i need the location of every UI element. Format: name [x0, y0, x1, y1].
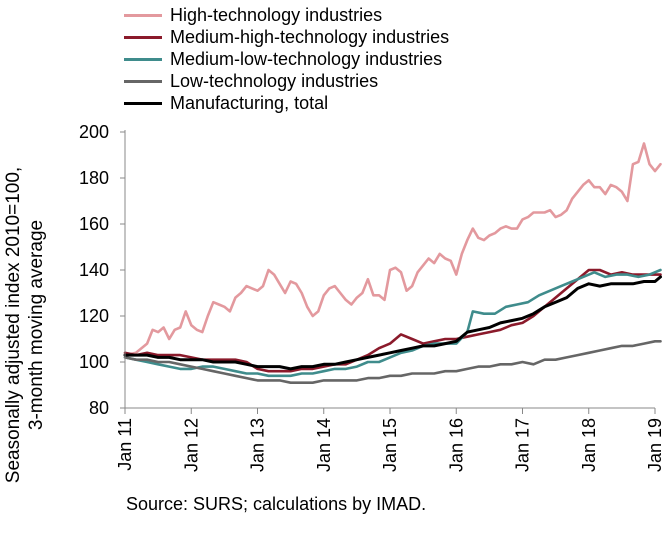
legend-item: Medium-high-technology industries — [124, 26, 449, 48]
x-tick-label: Jan 12 — [181, 418, 201, 472]
y-axis-label-line2: 3-month moving average — [26, 219, 47, 431]
x-tick-label: Jan 19 — [645, 418, 665, 472]
source-note: Source: SURS; calculations by IMAD. — [126, 494, 427, 514]
legend-swatch — [124, 13, 162, 17]
x-tick-label: Jan 11 — [115, 418, 135, 471]
legend-swatch — [124, 35, 162, 39]
legend-swatch — [124, 79, 162, 83]
x-tick-label: Jan 13 — [248, 418, 268, 472]
legend-swatch — [124, 101, 162, 105]
x-tick-label: Jan 17 — [513, 418, 533, 472]
y-axis-label-line1: Seasonally adjusted index 2010=100, — [3, 166, 24, 484]
y-tick-label: 140 — [79, 260, 109, 280]
legend-swatch — [124, 57, 162, 61]
legend-label: Medium-high-technology industries — [170, 26, 450, 47]
legend-label: Manufacturing, total — [170, 92, 329, 113]
series-line-2 — [123, 268, 662, 378]
legend-item: Medium-low-technology industries — [124, 48, 449, 70]
series-line-4 — [123, 275, 662, 371]
y-tick-label: 80 — [89, 398, 109, 418]
x-tick-label: Jan 16 — [446, 418, 466, 472]
legend-label: High-technology industries — [170, 4, 383, 25]
legend-item: High-technology industries — [124, 4, 449, 26]
x-tick-label: Jan 14 — [314, 418, 334, 472]
x-tick-label: Jan 18 — [579, 418, 599, 472]
y-tick-label: 180 — [79, 168, 109, 188]
series-line-3 — [123, 339, 662, 385]
legend-item: Low-technology industries — [124, 70, 449, 92]
series-line-0 — [123, 142, 662, 357]
y-tick-label: 200 — [79, 122, 109, 142]
legend-label: Medium-low-technology industries — [170, 48, 443, 69]
legend-item: Manufacturing, total — [124, 92, 449, 114]
y-axis-label: Seasonally adjusted index 2010=100, 3-mo… — [2, 115, 66, 535]
y-tick-label: 100 — [79, 352, 109, 372]
legend-label: Low-technology industries — [170, 70, 379, 91]
x-tick-label: Jan 15 — [380, 418, 400, 472]
chart-canvas: 80 100 120 140 160 180 200 Jan 11 Jan 12 Jan 13 Ja… — [79, 122, 665, 472]
chart-legend: High-technology industries Medium-high-te… — [124, 4, 449, 114]
y-tick-label: 160 — [79, 214, 109, 234]
y-tick-label: 120 — [79, 306, 109, 326]
